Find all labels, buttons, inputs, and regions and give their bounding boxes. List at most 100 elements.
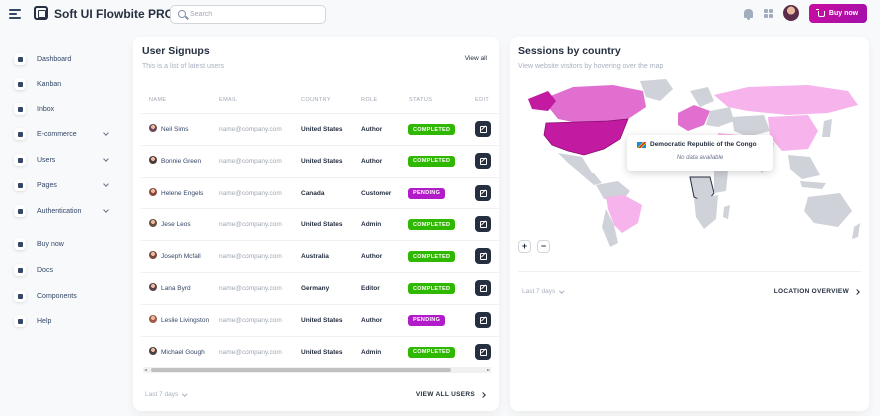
bell-icon[interactable]	[744, 9, 753, 20]
table-row: Jese Leos name@company.com United States Ad…	[141, 208, 499, 240]
edit-button[interactable]	[475, 121, 491, 137]
map-region-china	[768, 115, 818, 151]
user-country: United States	[301, 221, 343, 229]
horizontal-scrollbar[interactable]	[143, 367, 491, 373]
user-avatar[interactable]	[783, 5, 799, 21]
apps-grid-icon[interactable]	[764, 9, 773, 18]
chevron-down-icon	[103, 181, 109, 187]
sidebar-item-components[interactable]: Components	[14, 289, 114, 303]
location-overview-link[interactable]: LOCATION OVERVIEW	[773, 288, 860, 295]
sidebar-item-label: Kanban	[37, 80, 62, 88]
avatar	[149, 155, 157, 164]
sidebar-item-users[interactable]: Users	[14, 153, 114, 167]
edit-button[interactable]	[475, 280, 491, 296]
scroll-right-arrow-icon[interactable]	[487, 368, 490, 371]
world-map[interactable]	[518, 77, 861, 247]
period-label: Last 7 days	[145, 391, 179, 398]
buy-now-label: Buy now	[828, 10, 859, 17]
map-region-southern-africa	[694, 195, 718, 229]
pages-icon	[14, 179, 26, 191]
chevron-down-icon	[103, 156, 109, 162]
table-row: Lana Byrd name@company.com Germany Editor CO…	[141, 272, 499, 304]
status-badge: COMPLETED	[408, 155, 456, 167]
user-role: Admin	[361, 221, 382, 229]
scroll-thumb[interactable]	[151, 368, 451, 372]
view-all-link[interactable]: View all	[464, 55, 487, 62]
buy-now-button[interactable]: Buy now	[809, 4, 867, 23]
sidebar-item-buy-now[interactable]: Buy now	[14, 237, 114, 251]
brand-name[interactable]: Soft UI Flowbite PRO	[54, 7, 174, 21]
map-region-mexico	[558, 153, 592, 173]
scroll-left-arrow-icon[interactable]	[144, 368, 147, 371]
user-role: Author	[361, 316, 383, 324]
sidebar-item-dashboard[interactable]: Dashboard	[14, 52, 114, 66]
edit-button[interactable]	[475, 184, 491, 201]
map-region-central-asia	[732, 115, 770, 137]
period-label: Last 7 days	[522, 288, 556, 295]
edit-button[interactable]	[475, 343, 491, 360]
menu-toggle-icon[interactable]	[9, 9, 21, 19]
avatar	[149, 219, 157, 228]
view-all-users-link[interactable]: VIEW ALL USERS	[415, 391, 486, 398]
users-icon	[14, 154, 26, 166]
status-badge: COMPLETED	[408, 283, 456, 294]
map-region-canada	[548, 85, 646, 123]
location-overview-label: LOCATION OVERVIEW	[773, 288, 849, 295]
map-region-alaska	[528, 91, 556, 111]
view-all-users-label: VIEW ALL USERS	[415, 391, 475, 398]
user-email: name@company.com	[219, 285, 282, 292]
tooltip-value: No data available	[676, 155, 724, 161]
edit-button[interactable]	[475, 248, 491, 265]
sidebar-item-inbox[interactable]: Inbox	[14, 102, 114, 116]
edit-button[interactable]	[475, 152, 491, 169]
sidebar-item-help[interactable]: Help	[14, 314, 114, 328]
user-name: Neil Sims	[161, 126, 189, 133]
sidebar-item-label: Docs	[37, 266, 53, 274]
user-name: Leslie Livingston	[161, 316, 210, 324]
sidebar-item-label: Help	[37, 317, 52, 325]
map-region-greenland	[640, 79, 673, 101]
period-dropdown[interactable]: Last 7 days	[145, 391, 188, 398]
sidebar-item-label: Components	[37, 292, 77, 300]
docs-icon	[14, 264, 26, 276]
logo-icon	[34, 6, 48, 20]
user-country: United States	[301, 157, 343, 165]
edit-button[interactable]	[475, 216, 491, 233]
user-email: name@company.com	[219, 348, 282, 356]
sidebar-item-authentication[interactable]: Authentication	[14, 204, 114, 218]
top-bar: Soft UI Flowbite PRO Buy now	[0, 0, 880, 32]
sidebar-item-pages[interactable]: Pages	[14, 178, 114, 192]
card-subtitle: This is a list of latest users	[142, 63, 225, 70]
user-role: Editor	[361, 285, 380, 292]
sidebar-item-ecommerce[interactable]: E-commerce	[14, 127, 114, 141]
search-icon	[178, 10, 186, 18]
zoom-in-button[interactable]: +	[518, 240, 531, 253]
user-email: name@company.com	[219, 253, 282, 261]
map-region-new-zealand	[852, 223, 860, 239]
search-box[interactable]	[170, 5, 326, 24]
flag-icon	[637, 142, 646, 148]
search-input[interactable]	[190, 8, 320, 21]
column-header-name: Name	[149, 97, 167, 103]
user-email: name@company.com	[219, 316, 282, 324]
sidebar-item-label: Buy now	[37, 240, 64, 248]
avatar	[149, 346, 157, 355]
map-region-europe-west	[678, 105, 710, 131]
user-country: Germany	[301, 285, 330, 292]
edit-button[interactable]	[475, 311, 491, 328]
zoom-out-button[interactable]: −	[537, 240, 550, 253]
map-region-brazil	[606, 195, 642, 233]
kanban-icon	[14, 78, 26, 90]
user-role: Author	[361, 126, 383, 133]
table-row: Michael Gough name@company.com United Stat…	[141, 335, 499, 368]
chevron-down-icon	[103, 130, 109, 136]
sidebar-item-docs[interactable]: Docs	[14, 263, 114, 277]
sidebar-item-kanban[interactable]: Kanban	[14, 77, 114, 91]
period-dropdown[interactable]: Last 7 days	[522, 288, 565, 295]
user-country: United States	[301, 126, 343, 133]
map-region-scandinavia	[690, 87, 714, 107]
map-region-south-america-south	[602, 209, 618, 247]
cart-icon	[14, 128, 26, 140]
map-region-russia	[714, 85, 858, 115]
chevron-right-icon	[854, 288, 860, 295]
